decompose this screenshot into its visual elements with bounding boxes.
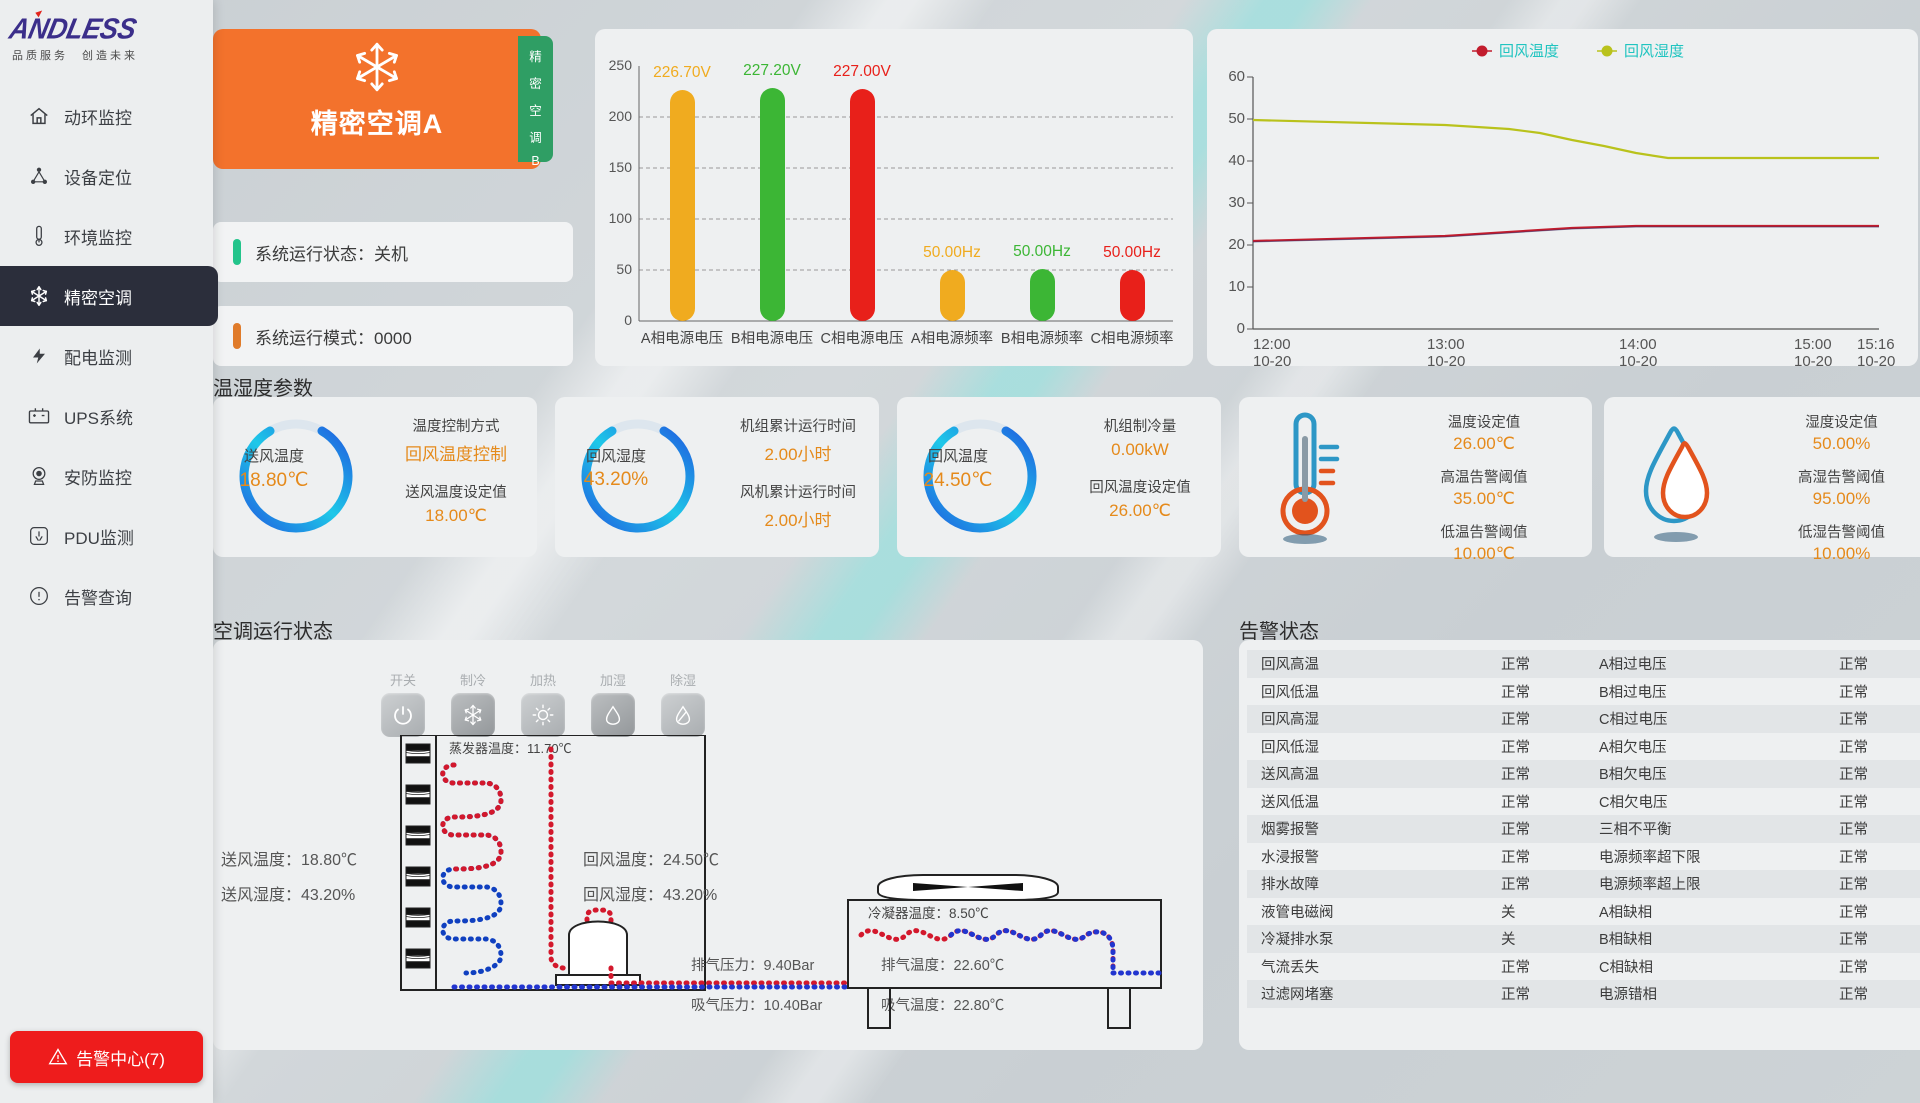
svg-text:50.00Hz: 50.00Hz [1013,243,1071,260]
svg-text:50.00Hz: 50.00Hz [923,244,981,261]
svg-text:排气温度：22.60℃: 排气温度：22.60℃ [881,957,1004,974]
svg-text:10-20: 10-20 [1619,353,1657,366]
svg-text:227.20V: 227.20V [743,62,801,79]
svg-text:排气压力：9.40Bar: 排气压力：9.40Bar [691,957,814,974]
svg-text:15:00: 15:00 [1794,336,1832,353]
svg-text:A相电源电压: A相电源电压 [641,330,723,347]
svg-text:回风温度: 回风温度 [1499,43,1559,60]
svg-text:15:16: 15:16 [1857,336,1895,353]
svg-text:200: 200 [609,108,633,124]
svg-text:B相电源电压: B相电源电压 [731,330,813,347]
svg-text:10-20: 10-20 [1857,353,1895,366]
svg-text:A相电源频率: A相电源频率 [911,330,993,347]
svg-text:C相电源电压: C相电源电压 [821,330,904,347]
svg-text:13:00: 13:00 [1427,336,1465,353]
svg-text:20: 20 [1228,236,1245,253]
svg-text:50: 50 [616,261,632,277]
svg-text:50: 50 [1228,110,1245,127]
svg-text:回风湿度: 回风湿度 [1624,43,1684,60]
svg-text:吸气温度：22.80℃: 吸气温度：22.80℃ [881,997,1004,1014]
svg-text:10-20: 10-20 [1253,353,1291,366]
svg-text:50.00Hz: 50.00Hz [1103,244,1161,261]
svg-text:30: 30 [1228,194,1245,211]
svg-text:10: 10 [1228,278,1245,295]
svg-text:0: 0 [1237,320,1245,337]
svg-text:送风温度：18.80℃: 送风温度：18.80℃ [221,851,357,869]
svg-text:12:00: 12:00 [1253,336,1291,353]
svg-text:14:00: 14:00 [1619,336,1657,353]
svg-text:227.00V: 227.00V [833,63,891,80]
svg-text:250: 250 [609,57,633,73]
svg-text:回风湿度：43.20%: 回风湿度：43.20% [583,886,717,904]
svg-text:100: 100 [609,210,633,226]
svg-text:226.70V: 226.70V [653,64,711,81]
svg-text:送风湿度：43.20%: 送风湿度：43.20% [221,886,355,904]
svg-text:吸气压力：10.40Bar: 吸气压力：10.40Bar [691,997,823,1014]
svg-text:回风温度：24.50℃: 回风温度：24.50℃ [583,851,719,869]
svg-text:60: 60 [1228,68,1245,85]
svg-text:冷凝器温度：8.50℃: 冷凝器温度：8.50℃ [868,906,989,921]
svg-text:10-20: 10-20 [1794,353,1832,366]
svg-text:0: 0 [624,312,632,328]
svg-text:B相电源频率: B相电源频率 [1001,330,1083,347]
svg-text:150: 150 [609,159,633,175]
svg-text:C相电源频率: C相电源频率 [1091,330,1174,347]
svg-text:40: 40 [1228,152,1245,169]
svg-text:10-20: 10-20 [1427,353,1465,366]
